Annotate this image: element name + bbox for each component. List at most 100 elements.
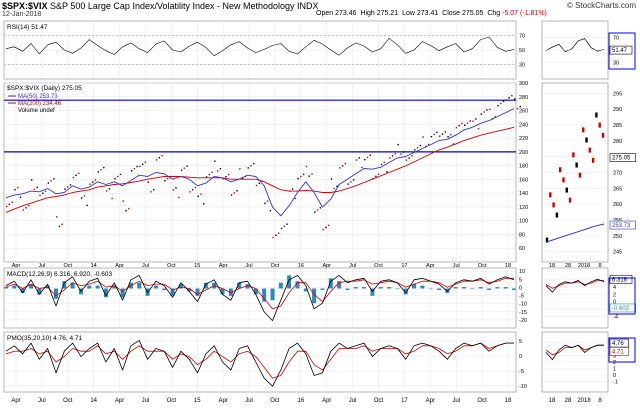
price-bar-mark	[322, 228, 324, 231]
price-bar-mark	[150, 191, 152, 193]
macd-histogram-bar	[28, 284, 33, 289]
pmo-side-signal-label-box	[609, 347, 629, 356]
macd-side-tick-label: 4	[613, 285, 616, 291]
price-side-x-tick-label: 18	[549, 263, 555, 269]
price-bar-mark	[189, 191, 191, 193]
price-side-candle	[555, 212, 559, 218]
price-bar-mark	[166, 177, 169, 180]
price-side-candle	[572, 152, 575, 158]
price-bar-mark	[178, 196, 180, 199]
macd-histogram-bar	[228, 288, 233, 296]
price-side-candle	[591, 157, 595, 163]
price-tick-label: 300	[519, 81, 528, 87]
price-bar-mark	[258, 182, 260, 185]
price-bar-mark	[133, 167, 136, 170]
bottom-x-tick-label: Apr	[218, 398, 227, 404]
price-bar-mark	[119, 173, 122, 176]
price-x-tick-label: Oct	[64, 263, 73, 269]
macd-histogram-bar	[4, 287, 8, 289]
price-bar-mark	[383, 161, 385, 163]
price-bar-mark	[433, 133, 435, 136]
macd-histogram-bar	[320, 288, 325, 290]
price-bar-mark	[200, 193, 202, 195]
price-bar-mark	[42, 192, 44, 194]
price-bar-mark	[466, 122, 469, 124]
low-value: 273.41	[416, 10, 439, 17]
price-x-tick-label: Apr	[322, 263, 331, 269]
price-bar-mark	[516, 107, 519, 110]
pmo-side-tick-label: -1	[613, 380, 618, 386]
price-x-tick-label: Jul	[142, 263, 149, 269]
macd-histogram-bar	[62, 281, 67, 289]
macd-histogram-bar	[378, 287, 383, 289]
price-bar-mark	[19, 196, 22, 198]
macd-histogram-bar	[278, 282, 283, 289]
price-x-tick-label: Jul	[246, 263, 253, 269]
price-side-candle	[558, 167, 562, 173]
price-bar-mark	[508, 97, 510, 99]
pmo-side-value-label: 4.76	[612, 341, 624, 347]
price-bar-mark	[97, 171, 100, 173]
chart-date: 12-Jan-2018	[2, 11, 42, 18]
price-bar-mark	[247, 167, 249, 169]
macd-histogram-bar	[353, 287, 358, 289]
price-bar-mark	[497, 104, 499, 107]
price-bar-mark	[153, 189, 155, 191]
price-bar-mark	[327, 224, 330, 227]
price-side-candle	[601, 132, 605, 138]
price-x-tick-label: Jul	[349, 263, 356, 269]
price-bar-mark	[8, 203, 11, 206]
price-bar-mark	[33, 188, 36, 191]
bottom-x-tick-label: Oct	[63, 398, 73, 404]
price-x-tick-label: Apr	[115, 263, 124, 269]
price-bar-mark	[236, 190, 238, 192]
macd-histogram-bar	[153, 285, 158, 289]
rsi-highlight-box	[608, 32, 636, 70]
macd-histogram-bar	[328, 278, 333, 289]
price-side-tick-label: 250	[613, 234, 622, 240]
price-bar-mark	[275, 234, 277, 237]
bottom-x-tick-label: Jul	[38, 398, 46, 404]
price-bar-mark	[75, 174, 77, 177]
bottom-x-tick-label: Jul	[452, 398, 460, 404]
price-bar-mark	[477, 127, 480, 130]
bottom-x-tick-label: Jul	[245, 398, 253, 404]
price-bar-mark	[211, 171, 213, 174]
price-side-candle	[552, 202, 555, 208]
price-bar-mark	[311, 173, 313, 175]
price-bar-mark	[139, 165, 141, 168]
price-bar-mark	[375, 175, 377, 178]
macd-histogram-bar	[220, 288, 225, 295]
macd-signal-line	[5, 277, 514, 310]
bottom-x-tick-label: 17	[401, 398, 408, 404]
price-side-candle	[585, 137, 588, 143]
price-bar-mark	[6, 205, 8, 208]
chg-value: -5.07 (-1.81%)	[502, 10, 547, 17]
pmo-side-value-label-box	[609, 338, 629, 348]
price-bar-mark	[269, 210, 272, 212]
price-bar-mark	[514, 98, 516, 100]
rsi-tick-label: 30	[519, 63, 525, 69]
price-bar-mark	[64, 188, 66, 190]
macd-histogram-bar	[420, 285, 425, 289]
rsi-side-line	[545, 38, 605, 53]
pmo-signal-line	[5, 342, 514, 379]
price-bar-mark	[377, 173, 380, 175]
price-tick-label: 120	[519, 205, 528, 211]
price-bar-mark	[89, 183, 91, 185]
price-bar-mark	[100, 169, 102, 171]
price-bar-mark	[450, 133, 452, 136]
price-bar-mark	[394, 153, 396, 155]
macd-histogram-bar	[445, 288, 450, 293]
price-x-tick-label: Jul	[453, 263, 460, 269]
price-bar-mark	[50, 180, 52, 182]
price-bar-mark	[366, 156, 369, 159]
macd-tick-label: -15	[519, 310, 527, 316]
price-bar-mark	[72, 176, 75, 179]
price-side-value-label-box	[609, 153, 636, 162]
price-bar-mark	[380, 163, 383, 166]
price-bar-mark	[241, 177, 244, 180]
price-side-tick-label: 280	[613, 139, 622, 145]
price-bar-mark	[94, 179, 97, 181]
price-bar-mark	[164, 180, 166, 182]
